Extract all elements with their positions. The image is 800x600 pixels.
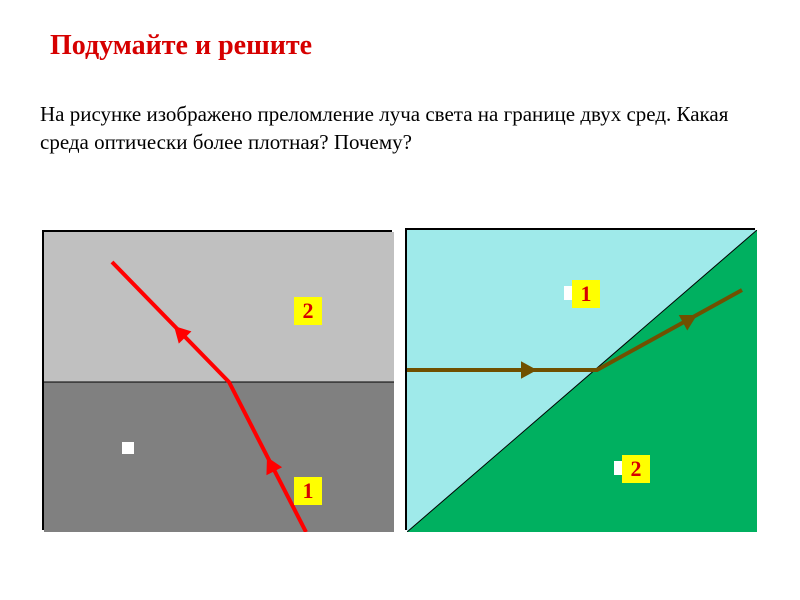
slide-page: Подумайте и решите На рисунке изображено…: [0, 0, 800, 600]
slide-title: Подумайте и решите: [50, 30, 312, 62]
left-label-1: 1: [294, 477, 322, 505]
right-label-2: 2: [622, 455, 650, 483]
diagram-left: 2 1: [42, 230, 392, 530]
question-text: На рисунке изображено преломление луча с…: [40, 100, 740, 157]
right-label-1: 1: [572, 280, 600, 308]
left-upper-region: [44, 232, 394, 382]
left-white-square-marker: [122, 442, 134, 454]
left-lower-region: [44, 382, 394, 532]
left-label-2: 2: [294, 297, 322, 325]
diagram-right-svg: [407, 230, 757, 532]
diagram-right: 1 2: [405, 228, 755, 530]
diagram-left-svg: [44, 232, 394, 532]
